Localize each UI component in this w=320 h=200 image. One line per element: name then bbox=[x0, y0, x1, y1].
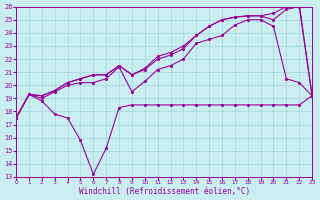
X-axis label: Windchill (Refroidissement éolien,°C): Windchill (Refroidissement éolien,°C) bbox=[78, 187, 250, 196]
